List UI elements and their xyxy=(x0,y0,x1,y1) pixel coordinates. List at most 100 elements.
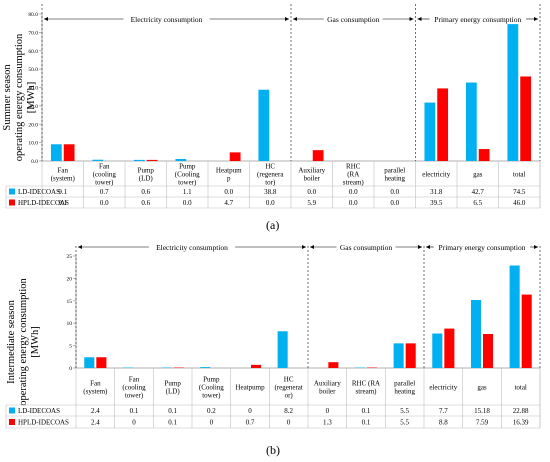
chart1-category-label: HC xyxy=(265,163,275,171)
chart1-category-label: tower) xyxy=(178,179,197,187)
chart2-section-label: Gas consumption xyxy=(340,243,393,252)
chart1-category-label: RHC xyxy=(346,163,361,171)
chart2-category-label: Pump xyxy=(164,380,181,388)
chart2-value-label: 0 xyxy=(210,419,214,427)
chart2-value-label: 0.7 xyxy=(246,419,255,427)
chart2-category-label: boiler xyxy=(319,388,336,396)
chart2-section-arrowhead xyxy=(302,245,306,249)
chart1-category-label: Pump xyxy=(179,163,196,171)
chart1-value-label: 0.0 xyxy=(390,199,399,207)
chart1-value-label: 0.6 xyxy=(141,188,150,196)
chart1-legend-swatch-hpld xyxy=(9,199,15,206)
chart2-category-label: (cooling xyxy=(122,384,146,392)
chart1-value-label: 39.5 xyxy=(430,199,443,207)
chart1-value-label: 0.0 xyxy=(183,199,192,207)
chart1-legend-swatch-ld xyxy=(9,188,15,195)
chart1-y-tick-label: 0.0 xyxy=(31,159,38,165)
chart2-category-label: HC xyxy=(284,376,294,384)
chart1-y-tick-label: 50.0 xyxy=(28,67,38,73)
chart2-bar-ld xyxy=(470,299,481,368)
chart2-category-label: (system) xyxy=(83,388,108,396)
chart1-section-arrowhead xyxy=(44,17,48,21)
chart2-bar-hpld xyxy=(96,357,107,368)
chart1-ylabel-line: operating energy consumption xyxy=(14,33,25,161)
chart1-ylabel-line: Summer season xyxy=(2,64,13,131)
chart2-legend-swatch-hpld xyxy=(9,419,15,425)
chart1-bar-hpld xyxy=(312,150,324,161)
chart1-value-label: 0.0 xyxy=(349,188,358,196)
chart1-y-tick-label: 70.0 xyxy=(28,30,38,36)
chart1-bar-hpld xyxy=(146,159,158,161)
chart1-category-label: tower) xyxy=(95,179,114,187)
chart1-value-label: 9.1 xyxy=(58,188,67,196)
chart2-value-label: 2.4 xyxy=(91,419,100,427)
chart2-category-label: parallel xyxy=(394,380,415,388)
chart2-value-label: 7.59 xyxy=(476,419,489,427)
chart1-category-label: p xyxy=(227,175,231,183)
chart1-value-label: 46.0 xyxy=(513,199,526,207)
chart2-ylabel-line: operating energy consumption xyxy=(18,277,29,405)
chart1-category-label: (system) xyxy=(51,175,76,183)
chart2-value-label: 0.1 xyxy=(168,419,177,427)
chart1-section-label: Gas consumption xyxy=(327,15,380,24)
chart1-value-label: 4.7 xyxy=(224,199,233,207)
chart2-legend-label: HPLD-IDECOAS xyxy=(18,419,69,427)
chart2-value-label: 0 xyxy=(287,419,291,427)
chart2-bar-hpld xyxy=(444,328,455,368)
chart2-category-label: stream) xyxy=(356,388,378,396)
chart2-value-label: 0 xyxy=(326,407,330,415)
chart1-bar-hpld xyxy=(437,88,449,161)
chart1-category-label: (LD) xyxy=(139,175,154,183)
chart1-category-label: total xyxy=(513,171,525,179)
chart2-legend-swatch-ld xyxy=(9,407,15,414)
chart2-value-label: 0 xyxy=(248,407,252,415)
chart2-y-tick-label: 10 xyxy=(67,321,73,327)
chart1-value-label: 6.5 xyxy=(473,199,482,207)
chart2-section-arrowhead xyxy=(534,245,538,249)
chart2-value-label: 15.18 xyxy=(474,407,490,415)
chart2-bar-ld xyxy=(200,367,211,368)
chart1-ylabel-line: [MWh] xyxy=(26,82,37,114)
chart1-category-label: Fan xyxy=(58,167,69,175)
chart1-value-label: 5.9 xyxy=(307,199,316,207)
chart1-bar-ld xyxy=(175,158,187,161)
chart2-category-label: total xyxy=(514,384,526,392)
chart1-section-arrowhead xyxy=(409,17,414,21)
chart2-ylabel-line: [MWh] xyxy=(30,326,41,358)
chart2-category-label: tower) xyxy=(202,392,221,400)
chart1-category-label: boiler xyxy=(304,175,321,183)
chart2-bar-ld xyxy=(84,357,95,368)
chart1-bar-hpld xyxy=(478,149,490,161)
chart1-bar-ld xyxy=(465,82,477,161)
chart1-category-label: electricity xyxy=(422,171,450,179)
chart1-category-label: stream) xyxy=(343,179,365,187)
chart2-value-label: 0 xyxy=(132,419,136,427)
chart1-category-label: (RA xyxy=(347,171,359,179)
chart1-section-arrowhead xyxy=(285,17,289,21)
chart1-value-label: 0.0 xyxy=(349,199,358,207)
chart2-bar-ld xyxy=(509,265,520,368)
chart1-category-label: heating xyxy=(384,175,405,183)
chart2-value-label: 8.8 xyxy=(439,419,448,427)
chart1-legend-label: HPLD-IDECOAS xyxy=(18,199,69,207)
chart2-category-label: electricity xyxy=(429,384,457,392)
chart2-value-label: 2.4 xyxy=(91,407,100,415)
chart1-y-tick-label: 40.0 xyxy=(28,86,38,92)
chart1-value-label: 1.1 xyxy=(183,188,192,196)
panel-label-a: (a) xyxy=(266,218,280,232)
chart2-category-label: RHC (RA xyxy=(352,380,380,388)
chart1-section-label: Primary energy consumption xyxy=(434,15,521,24)
chart1-bar-ld xyxy=(424,102,436,161)
chart2-ylabel-line: Intermediate season xyxy=(6,299,17,383)
chart1-value-label: 0.0 xyxy=(100,199,109,207)
chart1-y-tick-label: 10.0 xyxy=(28,141,38,147)
chart2-y-tick-label: 25 xyxy=(67,254,73,260)
chart2-bar-hpld xyxy=(405,343,416,368)
chart1-bar-ld xyxy=(507,24,519,162)
chart1-y-tick-label: 20.0 xyxy=(28,122,38,128)
chart2-value-label: 16.39 xyxy=(513,419,529,427)
chart1-category-label: Fan xyxy=(99,163,110,171)
chart1-legend-label: LD-IDECOAS xyxy=(18,188,60,196)
chart1-y-tick-label: 60.0 xyxy=(28,49,38,55)
chart2-section-label: Electricity consumption xyxy=(156,243,228,252)
